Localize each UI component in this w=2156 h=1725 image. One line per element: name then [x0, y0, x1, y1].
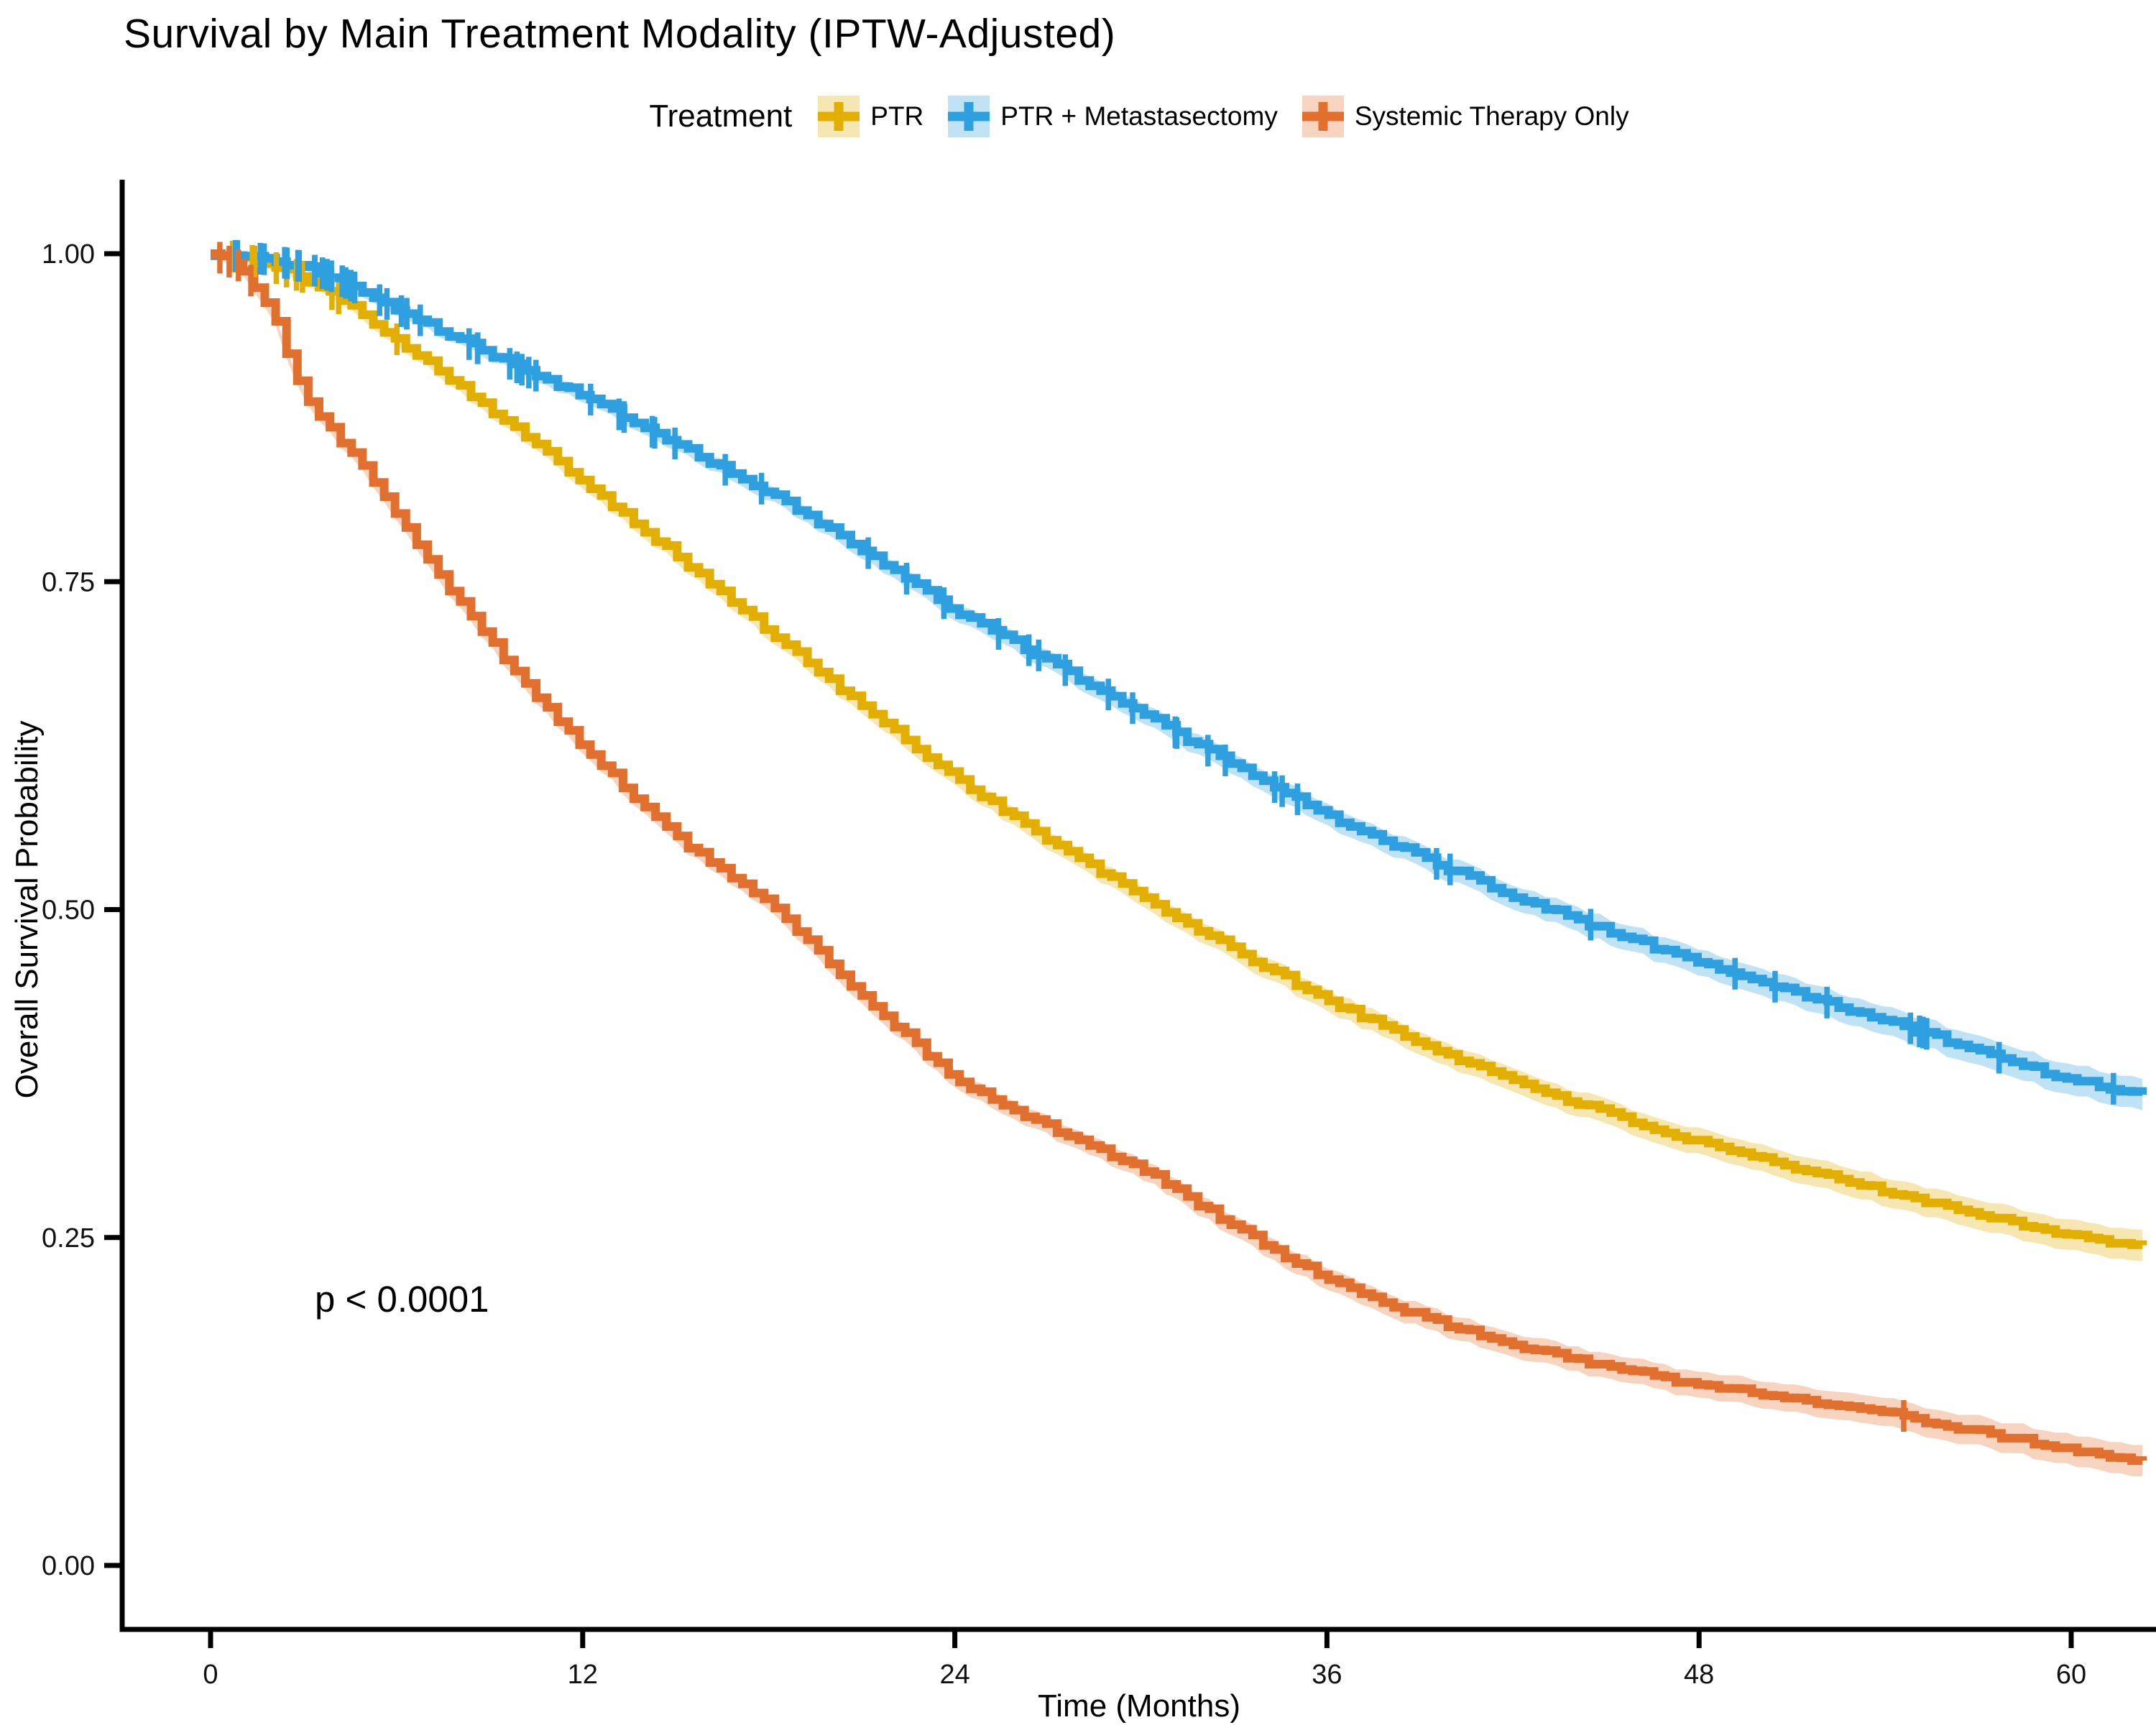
legend-item-ptr-metastasectomy: PTR + Metastasectomy	[948, 96, 1278, 137]
legend-item-systemic-only: Systemic Therapy Only	[1302, 96, 1629, 137]
censor-ticks	[217, 239, 2116, 1432]
curve-2	[211, 249, 2147, 1466]
plus-icon	[964, 102, 974, 131]
legend-key-systemic-only	[1302, 96, 1344, 137]
legend-title: Treatment	[649, 98, 793, 134]
legend-label-systemic-only: Systemic Therapy Only	[1354, 101, 1629, 131]
axes: 0.00 0.25 0.50 0.75 1.00 0 12 24 36 48 60 Time (Mon…	[9, 180, 2156, 1724]
ci-ribbon-1	[211, 254, 2143, 1110]
legend-label-ptr-metastasectomy: PTR + Metastasectomy	[1000, 101, 1278, 131]
ci-ribbon-2	[211, 254, 2143, 1477]
x-tick-label: 60	[2056, 1660, 2086, 1690]
x-tick-label: 24	[939, 1660, 969, 1690]
legend: Treatment PTR PTR + Metastasectomy Syste…	[122, 80, 2156, 152]
curve-0	[211, 251, 2147, 1249]
plus-icon	[1318, 102, 1328, 131]
x-tick-label: 36	[1312, 1660, 1342, 1690]
y-tick-label: 0.25	[42, 1223, 95, 1254]
x-axis-title: Time (Months)	[1038, 1688, 1240, 1724]
legend-item-ptr: PTR	[818, 96, 923, 137]
y-tick-label: 0.50	[42, 896, 95, 926]
x-tick-label: 48	[1684, 1660, 1714, 1690]
p-value-annotation: p < 0.0001	[315, 1279, 489, 1320]
y-tick-label: 1.00	[42, 239, 95, 270]
plot-title: Survival by Main Treatment Modality (IPT…	[124, 11, 1116, 57]
survival-curves	[211, 249, 2147, 1466]
ci-ribbons	[211, 254, 2143, 1477]
y-axis-title: Overall Survival Probability	[9, 721, 45, 1099]
y-tick-label: 0.75	[42, 567, 95, 597]
curve-1	[211, 251, 2147, 1096]
x-tick-label: 12	[568, 1660, 598, 1690]
legend-key-ptr-metastasectomy	[948, 96, 990, 137]
y-tick-label: 0.00	[42, 1551, 95, 1581]
ci-ribbon-0	[211, 254, 2143, 1261]
plus-icon	[834, 102, 844, 131]
x-tick-label: 0	[203, 1660, 218, 1690]
legend-label-ptr: PTR	[870, 101, 924, 131]
legend-key-ptr	[818, 96, 860, 137]
